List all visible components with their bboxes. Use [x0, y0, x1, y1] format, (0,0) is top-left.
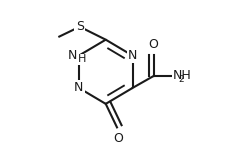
Text: O: O: [149, 38, 159, 51]
Text: S: S: [76, 20, 84, 33]
Text: N: N: [74, 81, 83, 94]
Text: N: N: [128, 49, 137, 62]
Text: H: H: [78, 54, 86, 64]
Text: N: N: [68, 49, 77, 62]
Text: 2: 2: [179, 75, 184, 84]
Text: NH: NH: [173, 70, 191, 82]
Text: O: O: [113, 132, 123, 145]
